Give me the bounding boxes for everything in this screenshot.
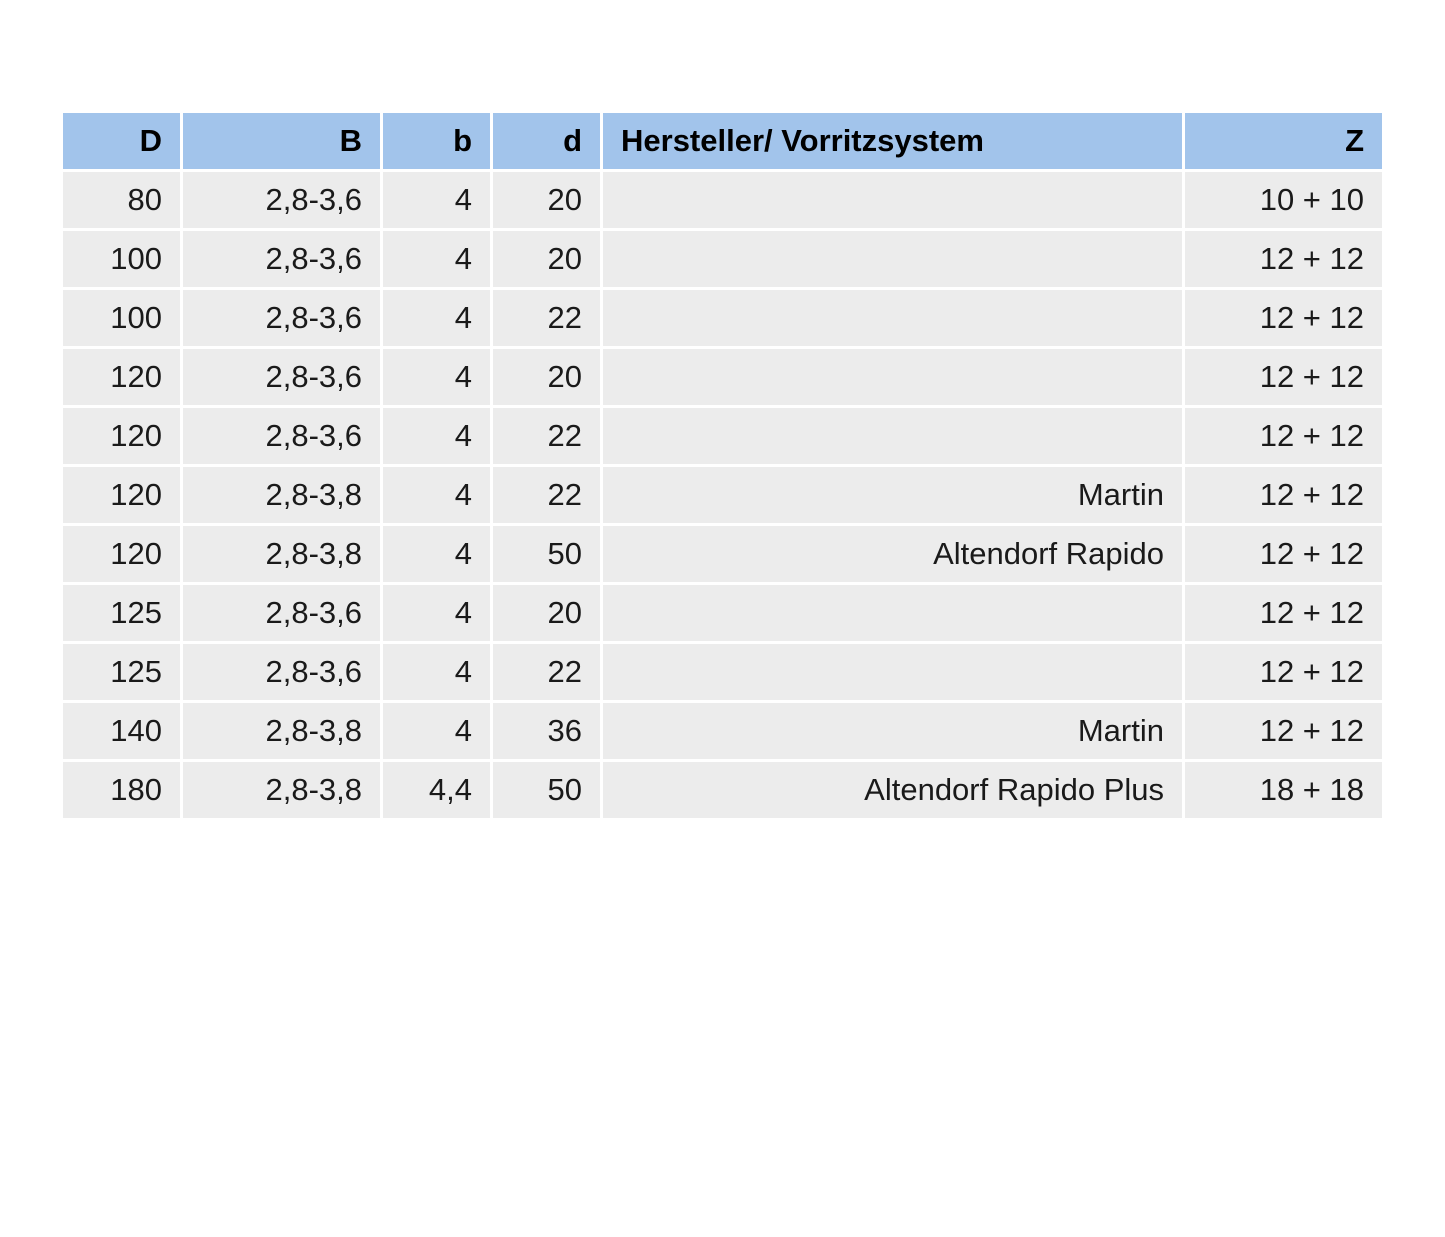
- cell-hersteller: [602, 407, 1184, 466]
- cell-D: 120: [62, 407, 182, 466]
- spec-table: D B b d Hersteller/ Vorritzsystem Z 80 2…: [60, 110, 1385, 821]
- cell-B: 2,8-3,6: [182, 407, 382, 466]
- cell-d: 36: [492, 702, 602, 761]
- cell-b: 4: [382, 407, 492, 466]
- cell-hersteller: Altendorf Rapido Plus: [602, 761, 1184, 820]
- cell-Z: 12 + 12: [1184, 230, 1384, 289]
- cell-B: 2,8-3,8: [182, 761, 382, 820]
- cell-Z: 12 + 12: [1184, 466, 1384, 525]
- cell-b: 4: [382, 643, 492, 702]
- table-row: 80 2,8-3,6 4 20 10 + 10: [62, 171, 1384, 230]
- cell-B: 2,8-3,6: [182, 289, 382, 348]
- cell-D: 180: [62, 761, 182, 820]
- cell-Z: 12 + 12: [1184, 348, 1384, 407]
- cell-B: 2,8-3,6: [182, 584, 382, 643]
- table-row: 120 2,8-3,8 4 22 Martin 12 + 12: [62, 466, 1384, 525]
- col-header-hersteller: Hersteller/ Vorritzsystem: [602, 112, 1184, 171]
- cell-b: 4: [382, 702, 492, 761]
- cell-b: 4: [382, 289, 492, 348]
- cell-B: 2,8-3,6: [182, 171, 382, 230]
- cell-b: 4: [382, 230, 492, 289]
- col-header-d: d: [492, 112, 602, 171]
- cell-Z: 12 + 12: [1184, 407, 1384, 466]
- cell-Z: 12 + 12: [1184, 584, 1384, 643]
- table-row: 120 2,8-3,8 4 50 Altendorf Rapido 12 + 1…: [62, 525, 1384, 584]
- cell-D: 120: [62, 466, 182, 525]
- cell-d: 20: [492, 584, 602, 643]
- col-header-B: B: [182, 112, 382, 171]
- table-row: 120 2,8-3,6 4 20 12 + 12: [62, 348, 1384, 407]
- cell-hersteller: [602, 584, 1184, 643]
- table-row: 125 2,8-3,6 4 20 12 + 12: [62, 584, 1384, 643]
- col-header-b: b: [382, 112, 492, 171]
- cell-d: 20: [492, 348, 602, 407]
- cell-Z: 12 + 12: [1184, 289, 1384, 348]
- cell-hersteller: Martin: [602, 702, 1184, 761]
- cell-d: 50: [492, 525, 602, 584]
- table-row: 120 2,8-3,6 4 22 12 + 12: [62, 407, 1384, 466]
- cell-d: 22: [492, 643, 602, 702]
- cell-d: 20: [492, 230, 602, 289]
- cell-hersteller: [602, 230, 1184, 289]
- col-header-Z: Z: [1184, 112, 1384, 171]
- cell-hersteller: [602, 171, 1184, 230]
- cell-Z: 12 + 12: [1184, 643, 1384, 702]
- table-row: 140 2,8-3,8 4 36 Martin 12 + 12: [62, 702, 1384, 761]
- cell-B: 2,8-3,8: [182, 466, 382, 525]
- cell-b: 4: [382, 171, 492, 230]
- table-body: 80 2,8-3,6 4 20 10 + 10 100 2,8-3,6 4 20…: [62, 171, 1384, 820]
- cell-d: 22: [492, 466, 602, 525]
- cell-B: 2,8-3,6: [182, 348, 382, 407]
- cell-hersteller: [602, 289, 1184, 348]
- cell-b: 4: [382, 348, 492, 407]
- cell-b: 4: [382, 584, 492, 643]
- cell-D: 140: [62, 702, 182, 761]
- cell-B: 2,8-3,6: [182, 230, 382, 289]
- cell-hersteller: Altendorf Rapido: [602, 525, 1184, 584]
- cell-D: 120: [62, 348, 182, 407]
- cell-b: 4: [382, 525, 492, 584]
- cell-d: 50: [492, 761, 602, 820]
- cell-hersteller: Martin: [602, 466, 1184, 525]
- cell-D: 100: [62, 289, 182, 348]
- cell-d: 22: [492, 407, 602, 466]
- cell-D: 100: [62, 230, 182, 289]
- cell-Z: 12 + 12: [1184, 525, 1384, 584]
- cell-B: 2,8-3,6: [182, 643, 382, 702]
- cell-B: 2,8-3,8: [182, 525, 382, 584]
- cell-hersteller: [602, 348, 1184, 407]
- cell-Z: 10 + 10: [1184, 171, 1384, 230]
- cell-D: 120: [62, 525, 182, 584]
- cell-hersteller: [602, 643, 1184, 702]
- cell-D: 125: [62, 643, 182, 702]
- cell-b: 4,4: [382, 761, 492, 820]
- table-row: 100 2,8-3,6 4 22 12 + 12: [62, 289, 1384, 348]
- cell-d: 22: [492, 289, 602, 348]
- cell-d: 20: [492, 171, 602, 230]
- table-row: 180 2,8-3,8 4,4 50 Altendorf Rapido Plus…: [62, 761, 1384, 820]
- cell-D: 80: [62, 171, 182, 230]
- cell-Z: 18 + 18: [1184, 761, 1384, 820]
- cell-Z: 12 + 12: [1184, 702, 1384, 761]
- table-header: D B b d Hersteller/ Vorritzsystem Z: [62, 112, 1384, 171]
- table-row: 125 2,8-3,6 4 22 12 + 12: [62, 643, 1384, 702]
- cell-B: 2,8-3,8: [182, 702, 382, 761]
- col-header-D: D: [62, 112, 182, 171]
- table-row: 100 2,8-3,6 4 20 12 + 12: [62, 230, 1384, 289]
- cell-b: 4: [382, 466, 492, 525]
- cell-D: 125: [62, 584, 182, 643]
- header-row: D B b d Hersteller/ Vorritzsystem Z: [62, 112, 1384, 171]
